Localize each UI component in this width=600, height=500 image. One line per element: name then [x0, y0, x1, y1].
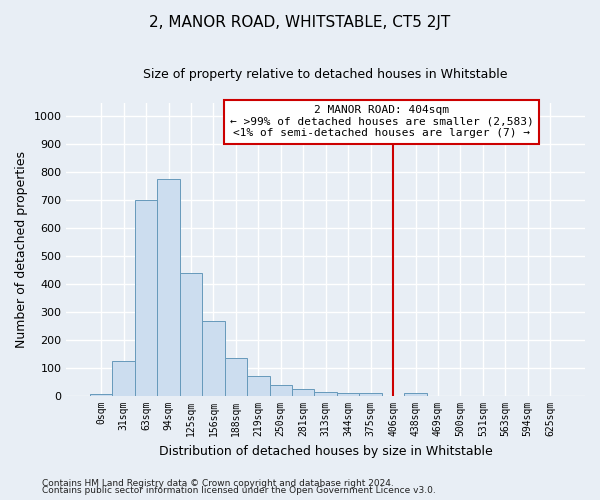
Bar	[314, 392, 337, 396]
Text: Contains HM Land Registry data © Crown copyright and database right 2024.: Contains HM Land Registry data © Crown c…	[42, 478, 394, 488]
Bar	[112, 361, 135, 396]
Bar	[135, 200, 157, 396]
Bar	[337, 392, 359, 396]
Bar	[157, 180, 180, 396]
Bar	[202, 320, 224, 396]
Text: 2 MANOR ROAD: 404sqm
← >99% of detached houses are smaller (2,583)
<1% of semi-d: 2 MANOR ROAD: 404sqm ← >99% of detached …	[230, 106, 534, 138]
X-axis label: Distribution of detached houses by size in Whitstable: Distribution of detached houses by size …	[159, 444, 493, 458]
Bar	[292, 389, 314, 396]
Bar	[359, 394, 382, 396]
Bar	[269, 385, 292, 396]
Bar	[247, 376, 269, 396]
Text: 2, MANOR ROAD, WHITSTABLE, CT5 2JT: 2, MANOR ROAD, WHITSTABLE, CT5 2JT	[149, 15, 451, 30]
Bar	[404, 394, 427, 396]
Text: Contains public sector information licensed under the Open Government Licence v3: Contains public sector information licen…	[42, 486, 436, 495]
Title: Size of property relative to detached houses in Whitstable: Size of property relative to detached ho…	[143, 68, 508, 80]
Bar	[90, 394, 112, 396]
Y-axis label: Number of detached properties: Number of detached properties	[15, 151, 28, 348]
Bar	[224, 358, 247, 396]
Bar	[180, 273, 202, 396]
